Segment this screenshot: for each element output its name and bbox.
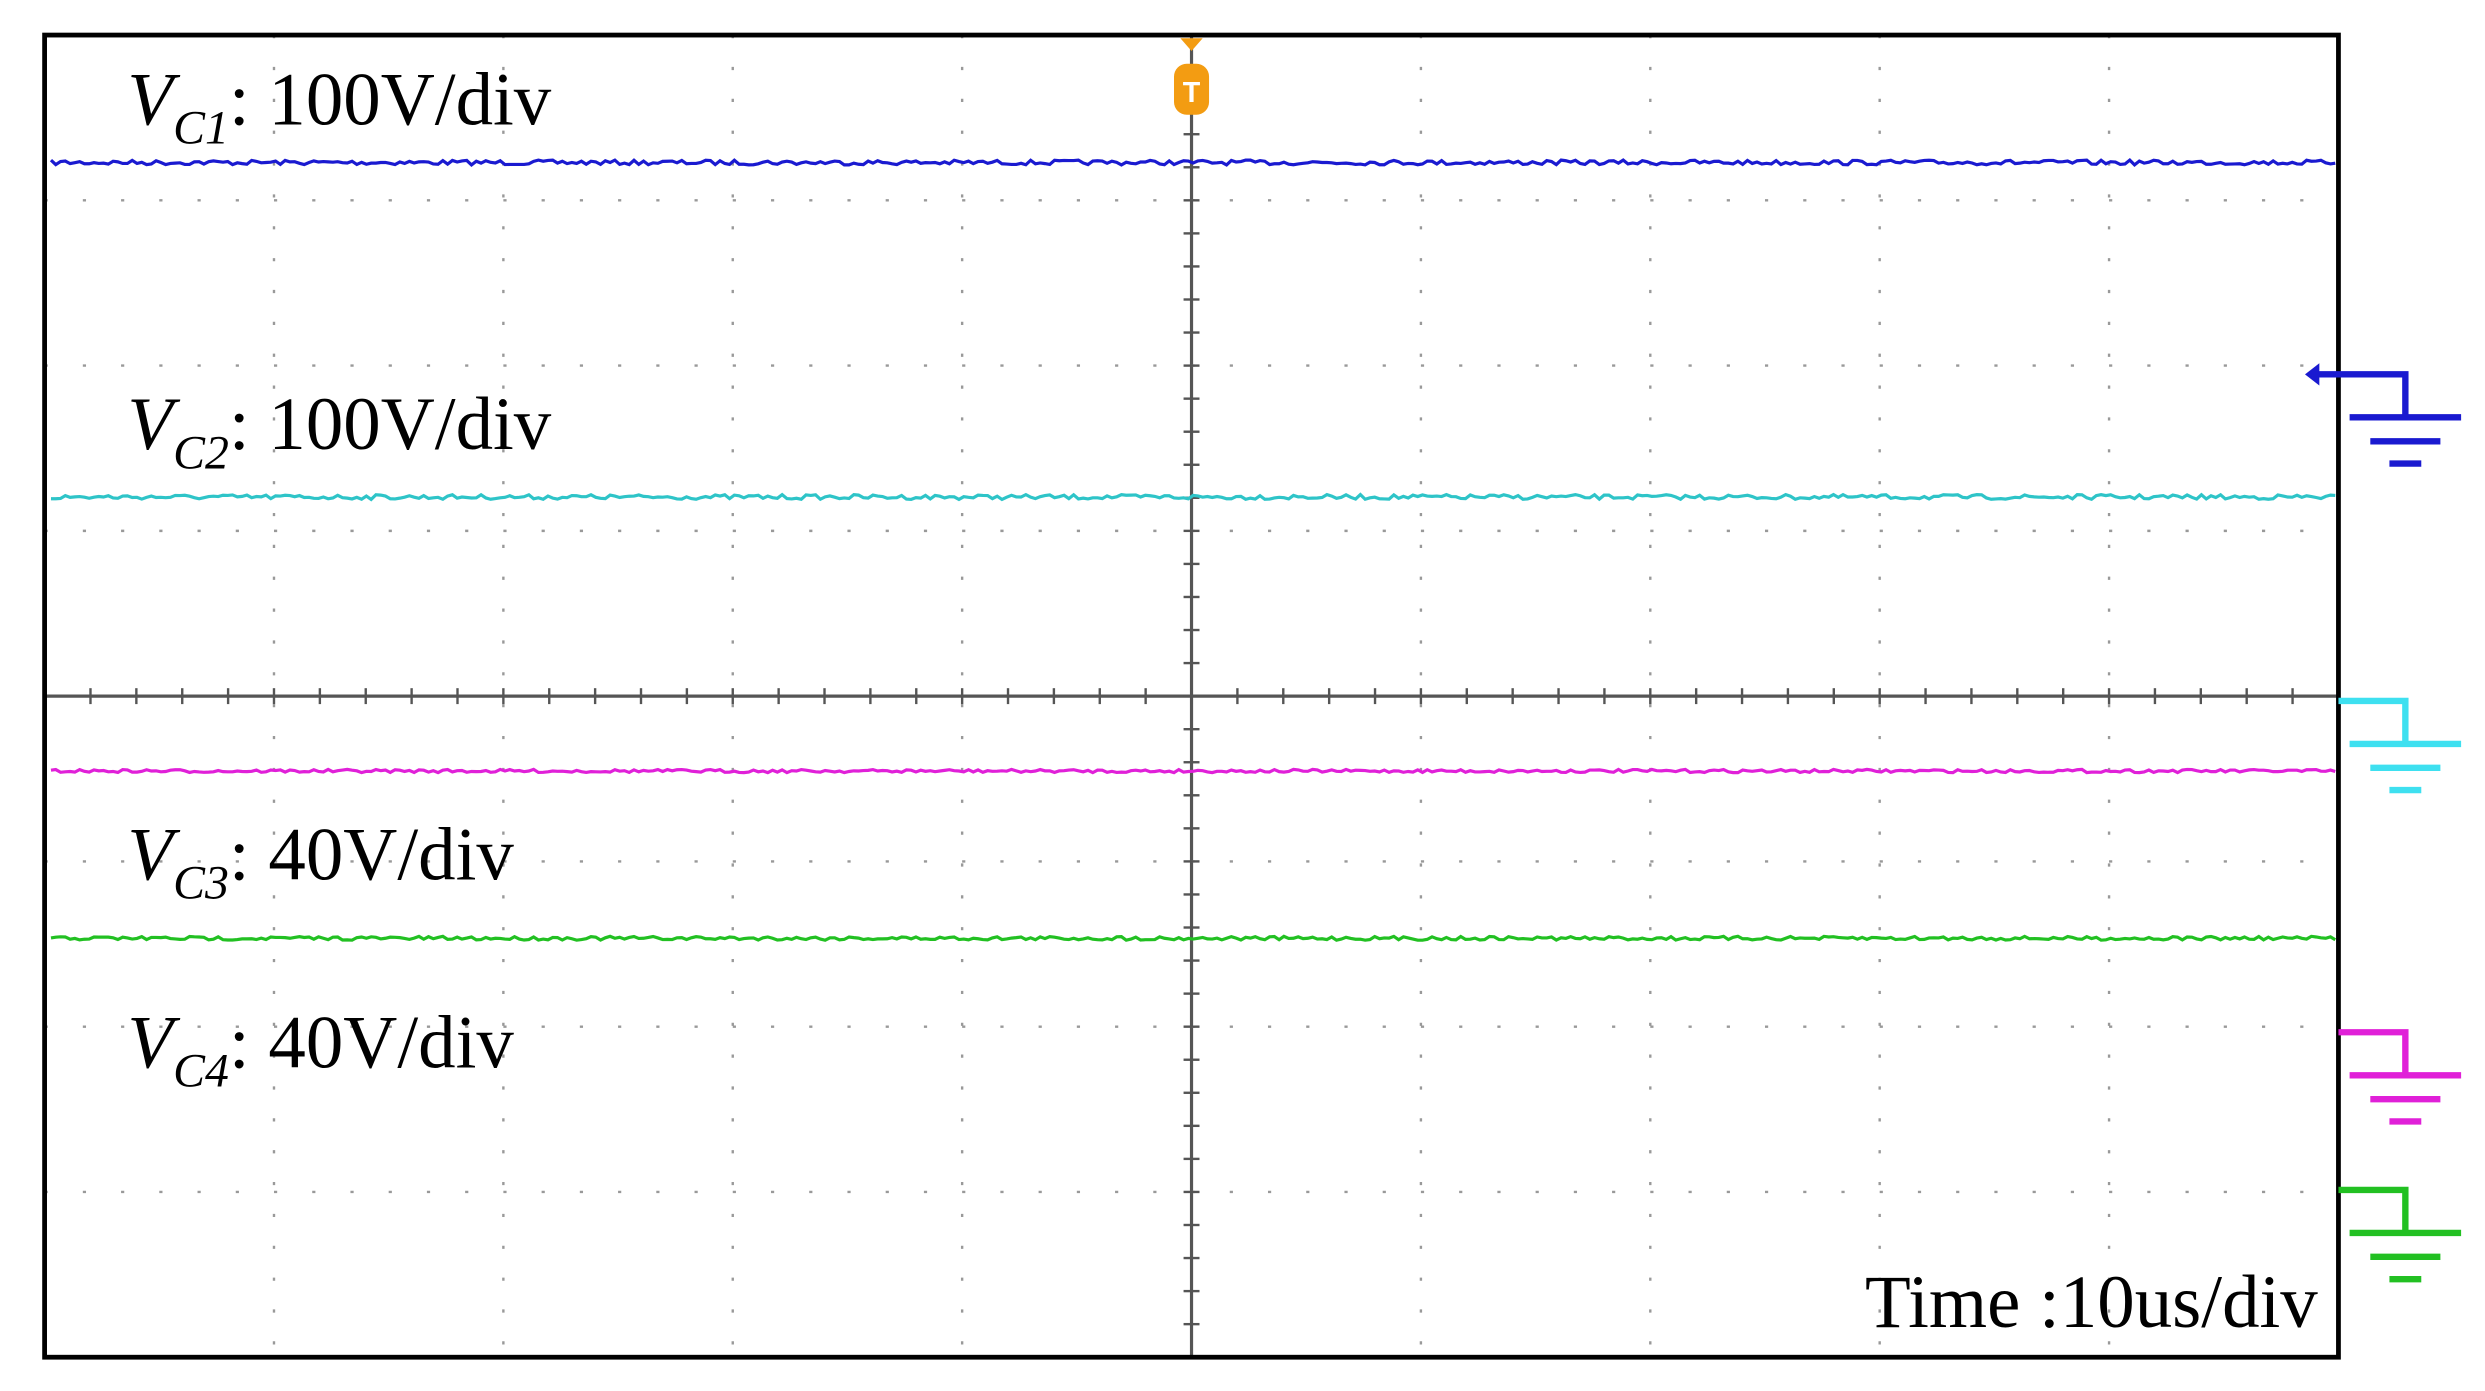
trigger-marker: T — [1174, 38, 1210, 115]
graticule — [43, 33, 2340, 1359]
symbol: V — [127, 813, 180, 896]
scale: : 40V/div — [229, 1001, 514, 1084]
traces — [49, 157, 2337, 942]
trace — [50, 492, 2336, 502]
subscript: C1 — [173, 101, 229, 154]
labels: VC1: 100V/div VC2: 100V/div VC3: 40V/div… — [127, 58, 2318, 1344]
svg-text:T: T — [1183, 77, 1201, 109]
ground-symbol — [2338, 697, 2409, 744]
ground-symbol — [2338, 1186, 2409, 1233]
symbol: V — [127, 1001, 180, 1084]
subscript: C4 — [173, 1044, 229, 1097]
channel-label: VC2: 100V/div — [127, 383, 551, 479]
channel-label: VC3: 40V/div — [127, 813, 514, 909]
symbol: V — [127, 383, 180, 466]
subscript: C2 — [173, 426, 229, 479]
ground-arrow — [2304, 363, 2320, 386]
ground-symbol — [2317, 371, 2409, 418]
ground-markers — [2304, 363, 2462, 1283]
trace — [50, 767, 2336, 775]
subscript: C3 — [173, 856, 229, 909]
symbol: V — [127, 58, 180, 141]
scale: : 40V/div — [229, 813, 514, 896]
screen-border — [42, 32, 2341, 1360]
scale: : 100V/div — [229, 58, 552, 141]
ground-symbol — [2338, 1029, 2409, 1076]
channel-label: VC1: 100V/div — [127, 58, 551, 154]
timebase-label: Time :10us/div — [1865, 1261, 2318, 1344]
channel-label: VC4: 40V/div — [127, 1001, 514, 1097]
trace — [50, 934, 2337, 942]
scale: : 100V/div — [229, 383, 552, 466]
trace — [49, 157, 2336, 168]
